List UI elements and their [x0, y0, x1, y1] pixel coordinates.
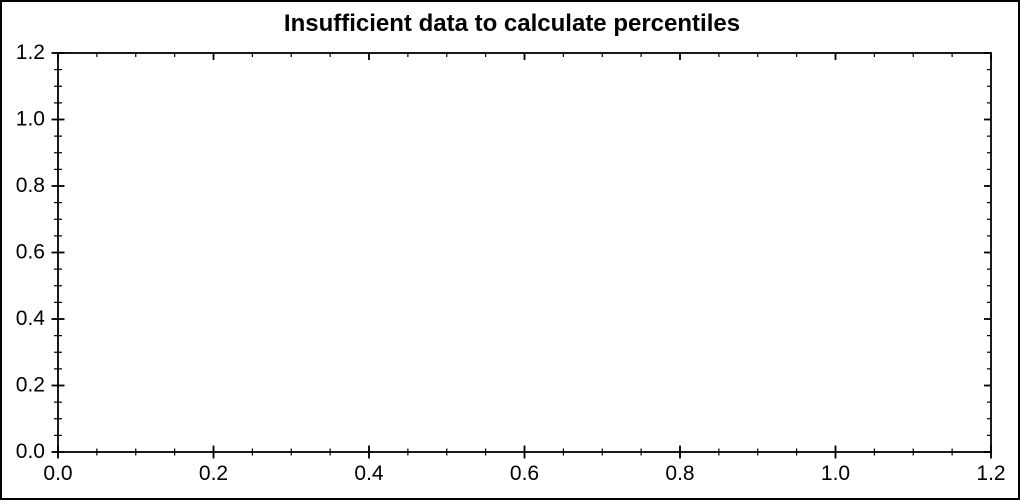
- x-tick-label: 1.2: [976, 462, 1005, 485]
- x-tick-label: 0.8: [665, 462, 694, 485]
- y-tick-label: 0.8: [16, 174, 45, 197]
- x-tick-label: 1.0: [821, 462, 850, 485]
- plot-box: [57, 52, 992, 453]
- y-tick-label: 0.2: [16, 374, 45, 397]
- y-tick-label: 1.2: [16, 41, 45, 64]
- x-tick-label: 0.2: [199, 462, 228, 485]
- x-tick-label: 0.4: [354, 462, 384, 485]
- y-tick-label: 1.0: [16, 108, 45, 131]
- x-tick-label: 0.0: [43, 462, 72, 485]
- y-tick-label: 0.6: [16, 241, 45, 264]
- y-tick-label: 0.0: [16, 440, 45, 463]
- x-tick-label: 0.6: [510, 462, 539, 485]
- chart-title: Insufficient data to calculate percentil…: [284, 10, 740, 37]
- y-tick-label: 0.4: [16, 307, 46, 330]
